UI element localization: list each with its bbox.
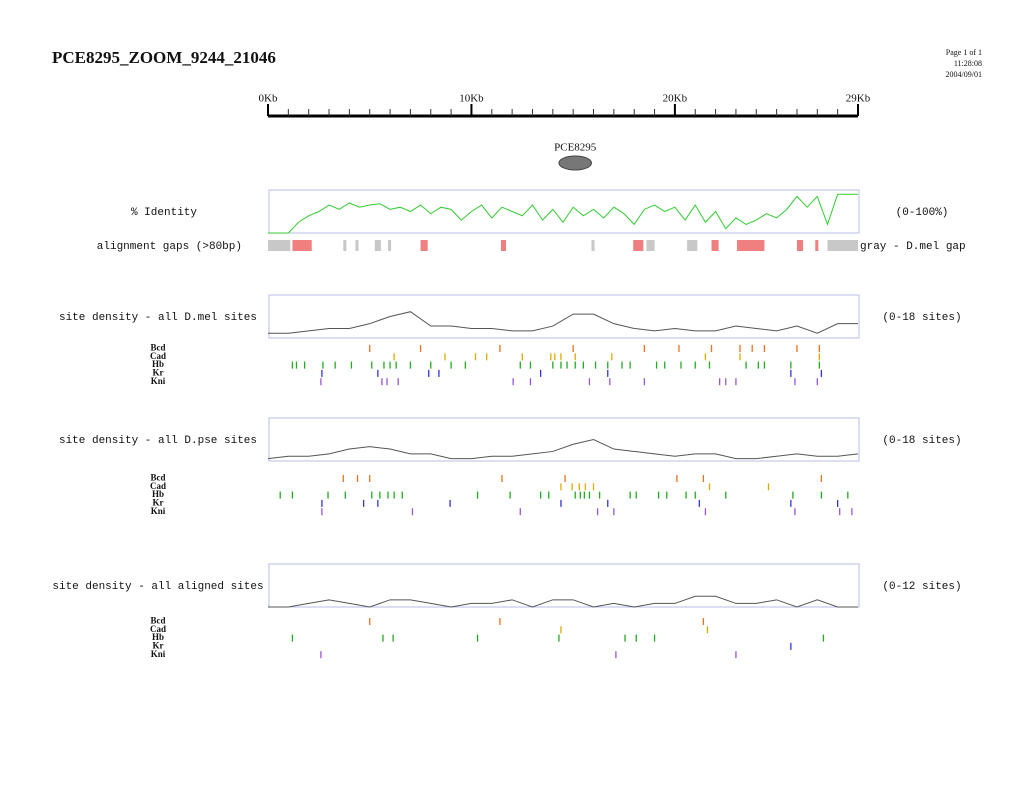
date: 2004/09/01 [946, 70, 982, 79]
scale-label: 29Kb [846, 93, 871, 105]
gap-block [687, 240, 698, 251]
gap-block [815, 240, 819, 251]
scale-label: 20Kb [663, 93, 688, 105]
gaps-label: alignment gaps (>80bp) [97, 241, 242, 253]
identity-range: (0-100%) [896, 207, 949, 219]
track-name: Kni [151, 506, 166, 516]
scale-label: 10Kb [459, 93, 484, 105]
track-box [268, 294, 860, 339]
track-name: Kni [151, 376, 166, 386]
track-name: Bcd [150, 473, 165, 483]
feature [558, 155, 592, 171]
page-info: Page 1 of 1 [946, 48, 982, 57]
gap-block [292, 240, 312, 251]
panel-label: site density - all D.pse sites [59, 435, 257, 447]
track-name: Kr [153, 640, 164, 650]
scale-label: 0Kb [259, 93, 278, 105]
curve [268, 595, 858, 608]
track-name: Bcd [150, 343, 165, 353]
track-name: Cad [150, 351, 166, 361]
gaps-legend: gray - D.mel gap [860, 241, 966, 253]
track-name: Hb [152, 632, 164, 642]
gap-block [796, 240, 804, 251]
track-box [268, 563, 860, 608]
gap-block [633, 240, 644, 251]
gap-block [646, 240, 655, 251]
track-name: Cad [150, 624, 166, 634]
panel-range: (0-18 sites) [882, 435, 961, 447]
gap-block [736, 240, 765, 251]
gap-block [268, 240, 291, 251]
track-box [268, 189, 860, 234]
title: PCE8295_ZOOM_9244_21046 [52, 48, 276, 67]
time: 11:28:08 [954, 59, 982, 68]
gap-block [388, 240, 392, 251]
track-name: Hb [152, 489, 164, 499]
gap-block [711, 240, 719, 251]
gap-block [591, 240, 595, 251]
track-name: Kr [153, 497, 164, 507]
identity-label: % Identity [131, 207, 197, 219]
panel-range: (0-12 sites) [882, 581, 961, 593]
feature-label: PCE8295 [554, 142, 597, 154]
gap-block [827, 240, 858, 251]
track-name: Kni [151, 649, 166, 659]
panel-label: site density - all D.mel sites [59, 312, 257, 324]
gap-block [343, 240, 347, 251]
gap-block [420, 240, 428, 251]
track-name: Kr [153, 367, 164, 377]
curve [268, 311, 858, 334]
panel-label: site density - all aligned sites [52, 581, 263, 593]
track-box [268, 417, 860, 462]
gap-block [374, 240, 381, 251]
track-name: Hb [152, 359, 164, 369]
gap-block [355, 240, 359, 251]
panel-range: (0-18 sites) [882, 312, 961, 324]
curve [267, 438, 859, 460]
track-name: Bcd [150, 616, 165, 626]
curve [268, 193, 858, 234]
gap-block [500, 240, 507, 251]
track-name: Cad [150, 481, 166, 491]
